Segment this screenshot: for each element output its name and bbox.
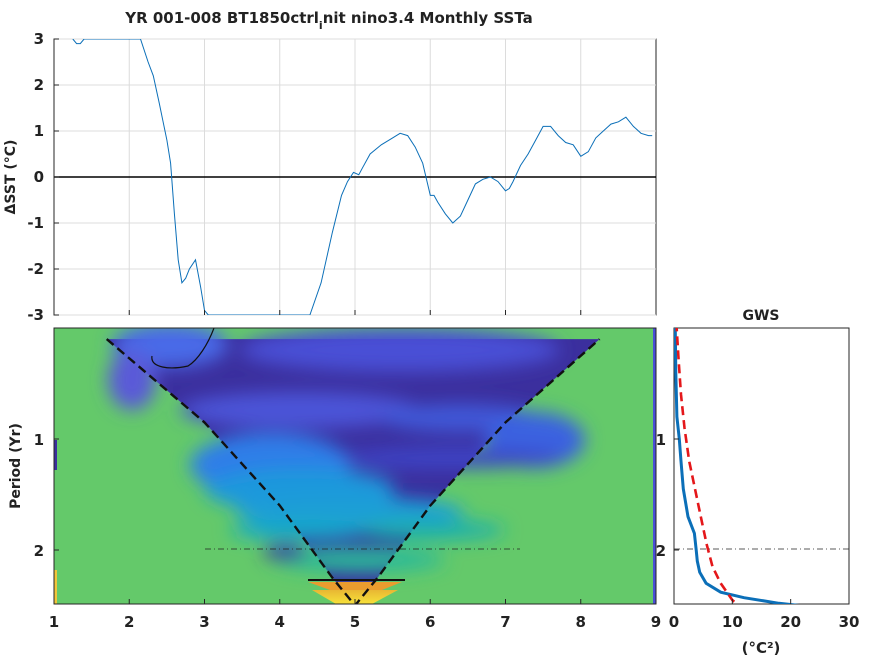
gws-x-ticks: 0 10 20 30 (669, 599, 860, 631)
power-peak (312, 590, 398, 604)
power-edge-left (54, 570, 57, 604)
y-tick-label: -1 (27, 214, 44, 232)
y-tick-label: -2 (27, 260, 44, 278)
x-tick-label: 5 (350, 613, 360, 631)
y-tick-label: 2 (656, 542, 666, 560)
x-tick-label: 30 (839, 613, 860, 631)
power-edge-left-low (54, 440, 57, 470)
x-tick-label: 0 (669, 613, 679, 631)
x-tick-label: 6 (425, 613, 435, 631)
gws-title: GWS (742, 308, 779, 324)
timeseries-y-axis-label: ΔSST (°C) (3, 140, 19, 215)
y-tick-label: 1 (34, 431, 44, 449)
gws-y-ticks: 12 (656, 431, 679, 560)
y-tick-label: 0 (34, 168, 44, 186)
x-tick-label: 1 (49, 613, 59, 631)
y-tick-label: 2 (34, 76, 44, 94)
y-tick-label: -3 (27, 306, 44, 324)
cone-of-influence-line (105, 338, 601, 604)
timeseries-x-ticks (128, 310, 582, 315)
gws-panel: 0 10 20 30 12 GWS (°C²) (656, 308, 860, 656)
y-tick-label: 1 (656, 431, 666, 449)
gws-spectrum-line (674, 328, 800, 604)
x-tick-label: 20 (780, 613, 801, 631)
x-tick-label: 8 (576, 613, 586, 631)
timeseries-grid (54, 38, 656, 316)
power-high-core (308, 582, 402, 590)
timeseries-y-ticks: -3 -2 -1 0 1 2 3 (27, 30, 59, 324)
gws-x-axis-label: (°C²) (742, 639, 781, 656)
wavelet-power-map (54, 328, 656, 604)
x-tick-label: 9 (651, 613, 661, 631)
x-tick-label: 4 (275, 613, 285, 631)
power-field-structure (108, 328, 585, 572)
x-tick-label: 7 (500, 613, 510, 631)
wavelet-y-axis-label: Period (Yr) (8, 423, 24, 509)
wavelet-x-ticks: 1 2 3 4 5 6 7 8 9 (49, 599, 661, 631)
power-edge-right (653, 328, 656, 604)
x-tick-label: 2 (124, 613, 134, 631)
y-tick-label: 3 (34, 30, 44, 48)
x-tick-label: 10 (722, 613, 743, 631)
gws-axes-box (673, 327, 850, 605)
timeseries-panel: -3 -2 -1 0 1 2 3 YR 001-008 BT1850ctrlinit nin… (3, 9, 657, 324)
x-tick-label: 3 (199, 613, 209, 631)
y-tick-label: 2 (34, 542, 44, 560)
wavelet-y-ticks: 12 (34, 431, 59, 560)
timeseries-title: YR 001-008 BT1850ctrlinit nino3.4 Monthl… (124, 9, 533, 32)
significance-contour (151, 328, 215, 369)
sst-anomaly-line (72, 39, 653, 315)
y-tick-label: 1 (34, 122, 44, 140)
